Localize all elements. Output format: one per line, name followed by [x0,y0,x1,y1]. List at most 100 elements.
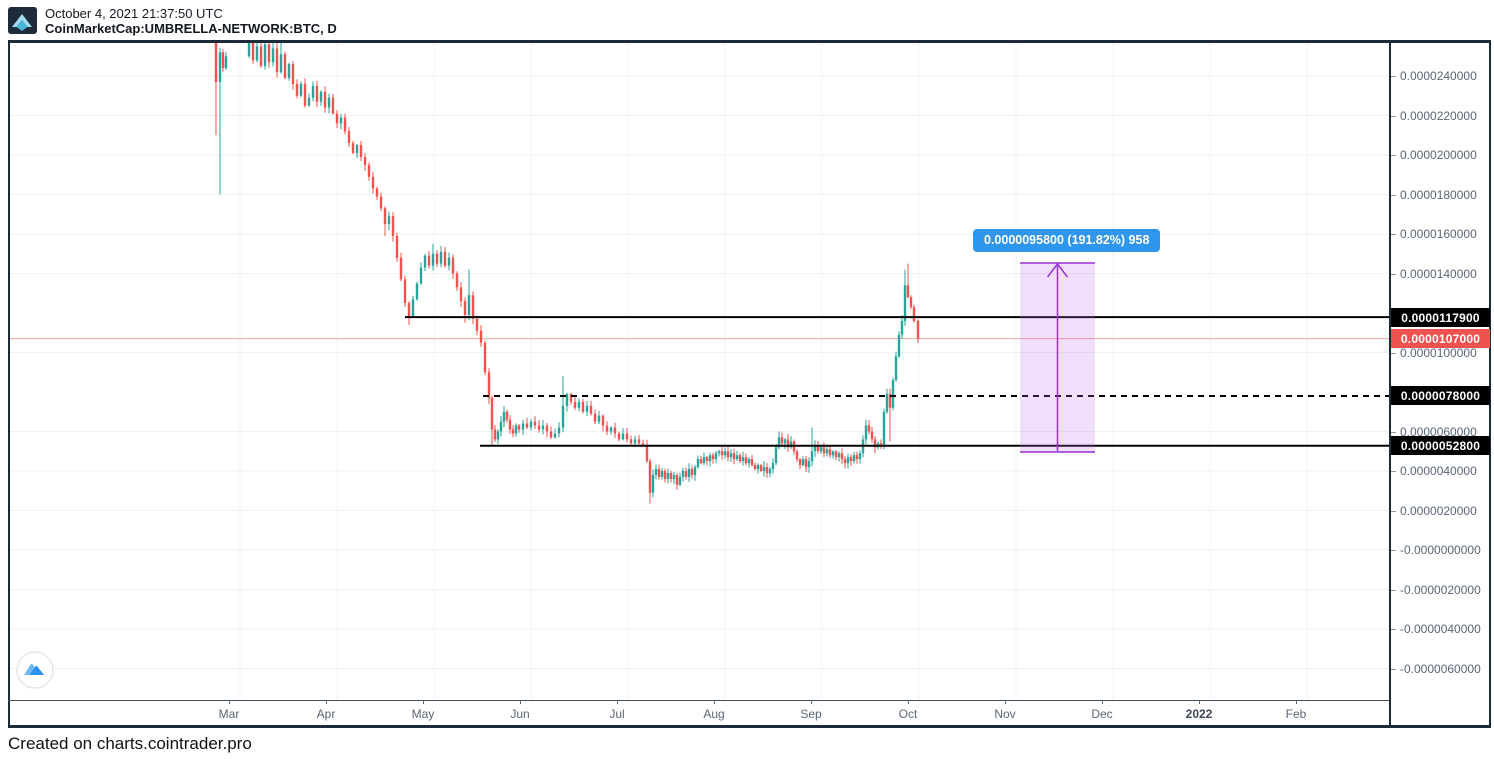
candle-body [508,419,512,430]
y-axis-tick-mark [1391,510,1396,512]
candle-body [858,453,862,460]
candle-body [843,459,847,464]
x-axis-tick-mark [1005,700,1006,704]
y-axis-tick-mark [1391,549,1396,551]
chart-timestamp: October 4, 2021 21:37:50 UTC [45,6,223,21]
candle-body [415,283,419,300]
candle-body [585,405,589,412]
candle-body [816,445,820,452]
candle-body [351,143,355,153]
candle-body [407,303,411,317]
candle-body [447,257,451,266]
candle-body [319,91,323,102]
candle-body [343,117,347,132]
candlestick-plot[interactable] [10,26,1389,700]
candle-body [750,459,754,465]
candle-body [339,117,343,124]
price-scale-separator [1389,43,1391,725]
x-axis-tick-mark [1296,700,1297,704]
y-axis-tick-label: -0.0000040000 [1391,622,1489,636]
candle-body [435,253,439,264]
x-axis-month-label: Mar [218,707,240,721]
y-axis-tick-label: 0.0000160000 [1391,227,1489,241]
candle-body [849,457,853,462]
candle-body [687,469,691,477]
candle-body [900,320,904,335]
candle-body [259,46,263,67]
y-axis-tick-label: 0.0000040000 [1391,464,1489,478]
x-axis-tick-mark [908,700,909,704]
y-axis-tick-mark [1391,431,1396,433]
candle-body [431,253,435,266]
candle-body [359,145,363,157]
candle-body [651,474,655,493]
candle-body [894,356,898,381]
candle-body [490,397,494,430]
candle-body [837,453,841,458]
candle-body [471,295,475,319]
y-axis-tick-label: 0.0000240000 [1391,69,1489,83]
candle-body [291,64,295,84]
candle-body [708,455,712,462]
candle-body [720,451,724,456]
candle-body [762,467,766,471]
candle-body [822,447,826,454]
candle-body [355,145,359,153]
y-axis-tick-mark [1391,668,1396,670]
candle-body [726,451,730,458]
y-axis-tick-mark [1391,233,1396,235]
candle-body [411,299,415,317]
candle-body [459,287,463,302]
candle-body [867,425,871,432]
time-scale-axis[interactable]: Mar Apr May Jun Jul Aug Sep Oct Nov Dec 2022 Feb [8,700,1389,725]
candle-body [891,380,895,408]
candle-body [807,461,811,467]
candle-body [768,469,772,473]
candle-body [666,473,670,479]
y-axis-tick-mark [1391,352,1396,354]
candle-body [391,216,395,236]
candle-body [912,307,916,321]
level-price-label: 0.0000117900 [1391,308,1490,327]
candle-body [672,474,676,479]
candle-body [561,405,565,428]
candle-body [855,455,859,460]
candle-body [383,208,387,225]
mountain-logo-glyph [12,14,32,31]
y-axis-tick-mark [1391,628,1396,630]
candle-body [834,451,838,458]
candle-body [279,54,283,73]
candle-body [423,255,427,268]
candle-body [660,471,664,477]
created-on-credit: Created on charts.cointrader.pro [8,734,252,753]
candle-body [589,405,593,414]
candle-body [888,394,892,408]
candle-body [479,330,483,343]
candle-body [505,411,509,420]
price-chart-canvas[interactable] [10,26,1389,700]
candle-body [916,320,920,339]
candle-body [669,473,673,479]
candle-body [765,467,769,473]
candle-body [702,457,706,464]
candle-body [375,188,379,197]
candle-body [828,449,832,456]
candle-body [395,236,399,258]
candle-body [705,457,709,462]
candle-body [287,64,291,78]
candle-body [756,465,760,469]
candle-body [475,318,479,331]
frame-right-border [1489,40,1491,728]
app-logo-icon[interactable] [8,7,37,34]
candle-body [379,196,383,209]
candle-body [499,421,503,432]
x-axis-month-label: Nov [994,707,1016,721]
measure-tool-label[interactable]: 0.0000095800 (191.82%) 958 [973,229,1161,252]
candle-body [903,285,907,321]
y-axis-tick-label: 0.0000060000 [1391,425,1489,439]
candle-body [307,97,311,106]
x-axis-month-label: Feb [1285,707,1307,721]
candle-body [693,467,697,475]
price-scale-axis[interactable]: 0.0000240000 0.0000220000 0.0000200000 0.00… [1391,43,1490,700]
